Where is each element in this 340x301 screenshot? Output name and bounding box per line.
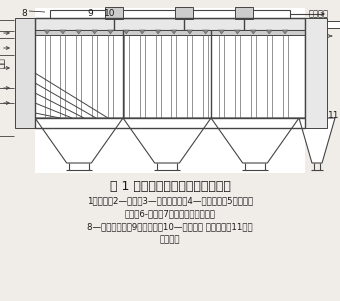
Polygon shape (44, 30, 50, 34)
Polygon shape (76, 30, 82, 34)
Bar (327, 21, 340, 28)
Bar (305, 18, 327, 128)
Text: 尘气: 尘气 (0, 57, 5, 68)
Polygon shape (282, 30, 288, 34)
Polygon shape (91, 30, 98, 34)
Polygon shape (155, 30, 161, 34)
Polygon shape (299, 118, 335, 163)
Text: 9: 9 (87, 9, 93, 18)
Polygon shape (266, 30, 272, 34)
Text: 10: 10 (104, 9, 116, 18)
Bar (50, 10, 290, 18)
Bar (235, 7, 253, 19)
Bar (35, 30, 305, 35)
Bar (35, 18, 305, 30)
Polygon shape (203, 30, 209, 34)
Text: 8: 8 (21, 9, 27, 18)
Bar (15, 18, 35, 128)
Polygon shape (123, 30, 129, 34)
Text: 板阀；6-花板；7一袋室的净气出口；: 板阀；6-花板；7一袋室的净气出口； (124, 209, 216, 218)
Polygon shape (107, 30, 114, 34)
Bar (35, 8, 305, 173)
Text: 清灰气流: 清灰气流 (309, 9, 329, 18)
Text: 8—回转反吹管；9一净气室；10—分室定位 反吹机构；11一出: 8—回转反吹管；9一净气室；10—分室定位 反吹机构；11一出 (87, 222, 253, 231)
Text: 1一灰斗；2—袋室；3—滤袋及框架；4—导流装置；5一进口挡: 1一灰斗；2—袋室；3—滤袋及框架；4—导流装置；5一进口挡 (87, 196, 253, 205)
Text: 图 1 分室定位反吹袋式除尘器结构: 图 1 分室定位反吹袋式除尘器结构 (109, 180, 231, 193)
Bar (175, 7, 193, 19)
Polygon shape (35, 118, 123, 163)
Polygon shape (60, 30, 66, 34)
Polygon shape (171, 30, 177, 34)
Polygon shape (219, 30, 224, 34)
Text: 净气: 净气 (339, 26, 340, 35)
Polygon shape (234, 30, 240, 34)
Polygon shape (187, 30, 193, 34)
Polygon shape (211, 118, 299, 163)
Text: 口挡板阀: 口挡板阀 (160, 235, 180, 244)
Polygon shape (139, 30, 145, 34)
Bar (105, 7, 123, 19)
Text: 11: 11 (328, 111, 340, 120)
Bar (35, 18, 305, 128)
Polygon shape (123, 118, 211, 163)
Polygon shape (250, 30, 256, 34)
